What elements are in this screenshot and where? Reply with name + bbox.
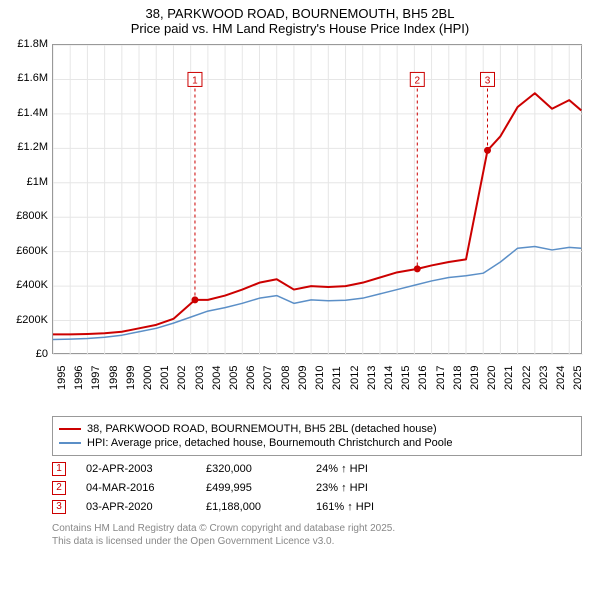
y-tick-label: £1.2M	[17, 141, 48, 153]
footer-attribution: Contains HM Land Registry data © Crown c…	[52, 522, 582, 548]
x-tick-label: 2017	[435, 366, 447, 390]
x-axis-labels: 1995 1996 1997 1998 1999 2000 2001 2002 2003 2004…	[52, 356, 582, 401]
transaction-date: 04-MAR-2016	[86, 482, 186, 494]
x-tick-label: 2024	[555, 366, 567, 390]
x-tick-label: 2003	[194, 366, 206, 390]
x-tick-label: 2010	[314, 366, 326, 390]
plot-svg: 1 2 3	[53, 45, 583, 355]
transaction-marker-icon: 3	[52, 500, 66, 514]
x-tick-label: 2018	[452, 366, 464, 390]
transactions-list: 1 02-APR-2003 £320,000 24% ↑ HPI 2 04-MA…	[52, 462, 582, 514]
x-tick-label: 2000	[142, 366, 154, 390]
x-tick-label: 2016	[417, 366, 429, 390]
x-tick-label: 2025	[572, 366, 584, 390]
y-axis-labels: £0£200K£400K£600K£800K£1M£1.2M£1.4M£1.6M…	[10, 44, 50, 354]
transaction-marker-icon: 1	[52, 462, 66, 476]
x-tick-label: 2022	[521, 366, 533, 390]
legend-item-price-paid: 38, PARKWOOD ROAD, BOURNEMOUTH, BH5 2BL …	[59, 423, 575, 435]
x-tick-label: 2008	[280, 366, 292, 390]
x-tick-label: 2002	[176, 366, 188, 390]
legend-swatch-hpi	[59, 442, 81, 444]
x-tick-label: 2023	[538, 366, 550, 390]
y-tick-label: £1.8M	[17, 38, 48, 50]
chart-container: 38, PARKWOOD ROAD, BOURNEMOUTH, BH5 2BL …	[0, 0, 600, 590]
x-tick-label: 2019	[469, 366, 481, 390]
x-tick-label: 2006	[245, 366, 257, 390]
y-tick-label: £1.6M	[17, 72, 48, 84]
x-tick-label: 2013	[366, 366, 378, 390]
transaction-diff: 161% ↑ HPI	[316, 501, 416, 513]
x-tick-label: 2001	[159, 366, 171, 390]
svg-text:3: 3	[485, 75, 491, 86]
transaction-marker-icon: 2	[52, 481, 66, 495]
x-tick-label: 2004	[211, 366, 223, 390]
plot-area: 1 2 3	[52, 44, 582, 354]
legend: 38, PARKWOOD ROAD, BOURNEMOUTH, BH5 2BL …	[52, 416, 582, 456]
y-tick-label: £600K	[16, 245, 48, 257]
transaction-date: 02-APR-2003	[86, 463, 186, 475]
y-tick-label: £400K	[16, 279, 48, 291]
transaction-price: £320,000	[206, 463, 296, 475]
transaction-diff: 24% ↑ HPI	[316, 463, 416, 475]
y-tick-label: £800K	[16, 210, 48, 222]
x-tick-label: 1998	[108, 366, 120, 390]
y-tick-label: £1.4M	[17, 107, 48, 119]
x-tick-label: 2020	[486, 366, 498, 390]
x-tick-label: 1995	[56, 366, 68, 390]
transaction-row: 2 04-MAR-2016 £499,995 23% ↑ HPI	[52, 481, 582, 495]
chart-area: £0 £200K £400K £600K £800K £1M £1.2M £1.4M £1.6M…	[10, 40, 590, 410]
transaction-date: 03-APR-2020	[86, 501, 186, 513]
x-tick-label: 2007	[262, 366, 274, 390]
legend-item-hpi: HPI: Average price, detached house, Bour…	[59, 437, 575, 449]
footer-line1: Contains HM Land Registry data © Crown c…	[52, 522, 582, 535]
x-tick-label: 2012	[349, 366, 361, 390]
x-tick-label: 2014	[383, 366, 395, 390]
footer-line2: This data is licensed under the Open Gov…	[52, 535, 582, 548]
title-subtitle: Price paid vs. HM Land Registry's House …	[10, 21, 590, 36]
x-tick-label: 1996	[73, 366, 85, 390]
legend-label-price-paid: 38, PARKWOOD ROAD, BOURNEMOUTH, BH5 2BL …	[87, 423, 437, 435]
svg-text:2: 2	[415, 75, 421, 86]
x-tick-label: 2005	[228, 366, 240, 390]
x-tick-label: 2009	[297, 366, 309, 390]
legend-swatch-price-paid	[59, 428, 81, 430]
legend-label-hpi: HPI: Average price, detached house, Bour…	[87, 437, 452, 449]
transaction-price: £1,188,000	[206, 501, 296, 513]
transaction-price: £499,995	[206, 482, 296, 494]
transaction-row: 3 03-APR-2020 £1,188,000 161% ↑ HPI	[52, 500, 582, 514]
transaction-diff: 23% ↑ HPI	[316, 482, 416, 494]
x-tick-label: 1997	[90, 366, 102, 390]
y-tick-label: £200K	[16, 314, 48, 326]
y-tick-label: £1M	[27, 176, 48, 188]
x-tick-label: 2021	[503, 366, 515, 390]
title-block: 38, PARKWOOD ROAD, BOURNEMOUTH, BH5 2BL …	[10, 6, 590, 36]
y-tick-label: £0	[36, 348, 48, 360]
x-tick-label: 2011	[331, 366, 343, 390]
svg-text:1: 1	[192, 75, 198, 86]
title-address: 38, PARKWOOD ROAD, BOURNEMOUTH, BH5 2BL	[10, 6, 590, 21]
x-tick-label: 1999	[125, 366, 137, 390]
x-tick-label: 2015	[400, 366, 412, 390]
transaction-row: 1 02-APR-2003 £320,000 24% ↑ HPI	[52, 462, 582, 476]
